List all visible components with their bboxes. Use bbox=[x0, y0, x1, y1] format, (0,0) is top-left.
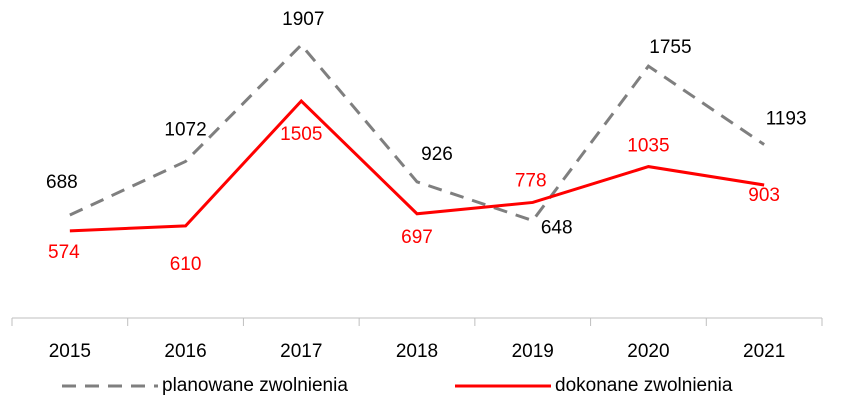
legend-label: planowane zwolnienia bbox=[162, 375, 348, 396]
data-label: 778 bbox=[515, 170, 547, 191]
data-label: 1072 bbox=[164, 119, 206, 140]
data-label: 926 bbox=[421, 144, 453, 165]
data-label: 903 bbox=[748, 185, 780, 206]
x-tick-label: 2017 bbox=[280, 341, 322, 362]
data-label: 1035 bbox=[627, 136, 669, 157]
legend-label: dokonane zwolnienia bbox=[555, 375, 733, 396]
data-label: 1193 bbox=[766, 109, 807, 130]
data-label: 1907 bbox=[282, 9, 324, 30]
data-label: 648 bbox=[541, 218, 573, 239]
data-label: 574 bbox=[48, 242, 80, 263]
x-tick-label: 2018 bbox=[396, 341, 438, 362]
x-tick-label: 2021 bbox=[743, 341, 785, 362]
x-tick-label: 2016 bbox=[164, 341, 206, 362]
data-label: 697 bbox=[401, 227, 433, 248]
x-tick-label: 2020 bbox=[627, 341, 669, 362]
data-label: 1755 bbox=[649, 37, 691, 58]
data-label: 610 bbox=[170, 254, 202, 275]
data-label: 1505 bbox=[280, 124, 322, 145]
series-line bbox=[69, 42, 765, 223]
x-tick-label: 2015 bbox=[49, 341, 91, 362]
x-tick-label: 2019 bbox=[512, 341, 554, 362]
data-label: 688 bbox=[46, 172, 78, 193]
series-line bbox=[69, 98, 765, 233]
